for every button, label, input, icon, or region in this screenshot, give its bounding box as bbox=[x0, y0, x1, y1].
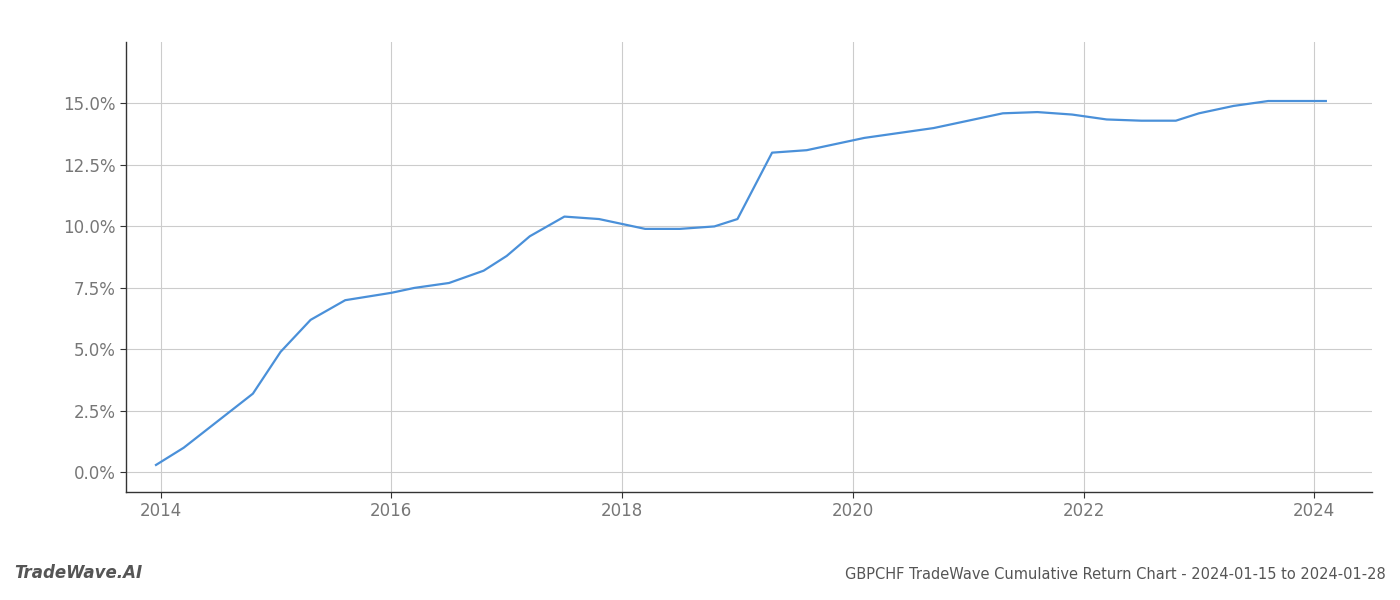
Text: GBPCHF TradeWave Cumulative Return Chart - 2024-01-15 to 2024-01-28: GBPCHF TradeWave Cumulative Return Chart… bbox=[846, 567, 1386, 582]
Text: TradeWave.AI: TradeWave.AI bbox=[14, 564, 143, 582]
